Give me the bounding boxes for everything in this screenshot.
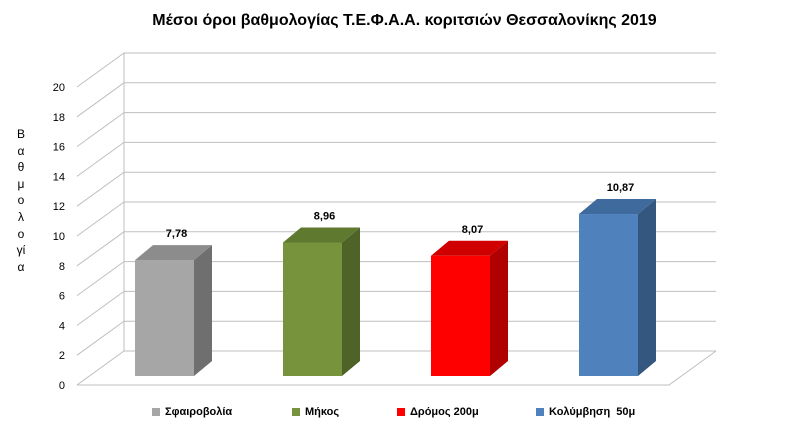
y-tick-label: 0 <box>59 380 65 392</box>
y-axis-label: Βαθμολογία <box>16 127 26 274</box>
bar-top <box>579 199 656 215</box>
grid-layer <box>76 52 717 386</box>
y-tick-label: 10 <box>53 231 65 243</box>
legend-label: Κολύμβηση 50μ <box>549 406 636 418</box>
legend-label: Δρόμος 200μ <box>410 406 479 418</box>
legend-swatch <box>152 408 160 416</box>
y-tick-labels: 0 2 4 6 8 10 12 14 16 18 20 <box>53 82 65 392</box>
legend-swatch <box>292 408 300 416</box>
y-tick-label: 6 <box>59 291 65 303</box>
legend-label: Σφαιροβολία <box>165 406 233 418</box>
bar-front <box>579 214 638 376</box>
gridline <box>76 52 716 88</box>
y-tick-label: 8 <box>59 261 65 273</box>
bar <box>579 199 656 376</box>
data-label: 7,78 <box>166 228 187 240</box>
data-label: 10,87 <box>607 182 635 194</box>
gridline <box>76 141 716 177</box>
bar-side <box>638 199 656 376</box>
data-labels: 7,78 8,96 8,07 10,87 <box>166 182 634 240</box>
bar-top <box>431 240 508 256</box>
gridline <box>76 82 716 118</box>
bar <box>283 227 360 376</box>
bar-side <box>194 245 212 376</box>
bar-front <box>135 260 194 376</box>
y-tick-label: 20 <box>53 82 65 94</box>
legend-item: Μήκος <box>292 406 339 418</box>
bar-front <box>431 255 490 376</box>
legend-item: Δρόμος 200μ <box>397 406 479 418</box>
bars <box>135 199 656 376</box>
data-label: 8,96 <box>314 210 335 222</box>
chart-title: Μέσοι όροι βαθμολογίας Τ.Ε.Φ.Α.Α. κοριτσ… <box>152 12 657 29</box>
y-tick-label: 2 <box>59 350 65 362</box>
legend-item: Κολύμβηση 50μ <box>536 406 635 418</box>
y-tick-label: 4 <box>59 320 65 332</box>
y-tick-label: 12 <box>53 201 65 213</box>
data-label: 8,07 <box>462 224 483 236</box>
bar-side <box>490 240 508 376</box>
bar-top <box>135 245 212 261</box>
legend: Σφαιροβολία Μήκος Δρόμος 200μ Κολύμβηση 50μ <box>0 406 809 424</box>
bar <box>135 245 212 376</box>
bar-front <box>283 242 342 376</box>
bar <box>431 240 508 376</box>
y-tick-label: 16 <box>53 142 65 154</box>
legend-swatch <box>536 408 544 416</box>
y-tick-label: 14 <box>53 171 65 183</box>
legend-item: Σφαιροβολία <box>152 406 232 418</box>
bar-top <box>283 227 360 243</box>
gridline <box>76 112 716 148</box>
legend-label: Μήκος <box>305 406 340 418</box>
floor-edge <box>77 350 717 386</box>
y-tick-label: 18 <box>53 112 65 124</box>
legend-swatch <box>397 408 405 416</box>
bar-side <box>342 227 360 376</box>
